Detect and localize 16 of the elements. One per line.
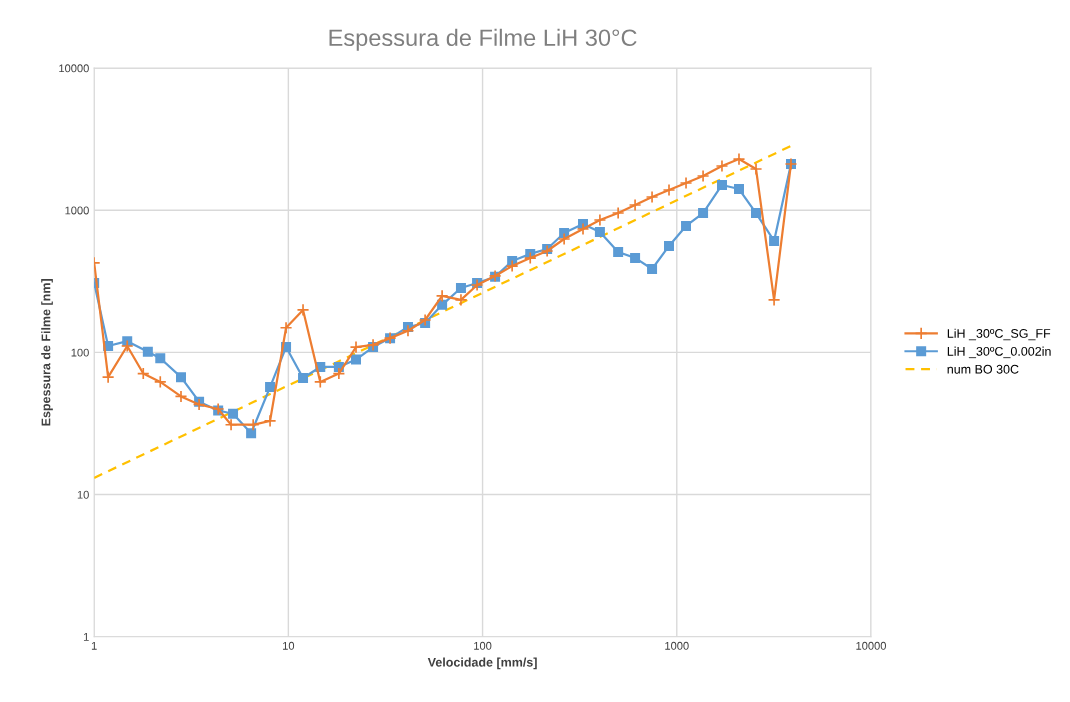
x-tick-label: 10000	[856, 641, 886, 650]
legend-label: LiH _30ºC_0.002in	[947, 346, 1051, 359]
y-tick-label: 10000	[59, 64, 89, 73]
x-tick-label: 100	[474, 641, 492, 650]
x-tick-label: 10	[283, 641, 295, 650]
x-axis-title: Velocidade [mm/s]	[427, 657, 537, 670]
x-tick-label: 1000	[665, 641, 689, 650]
x-tick-label: 1	[91, 641, 97, 650]
y-tick-label: 1	[83, 633, 89, 641]
y-tick-label: 10	[77, 490, 89, 499]
legend-label: LiH _30ºC_SG_FF	[947, 328, 1051, 341]
legend-label: num BO 30C	[947, 364, 1019, 374]
y-tick-label: 100	[71, 348, 89, 357]
y-tick-label: 1000	[65, 206, 89, 215]
y-axis-title: Espessura de Filme [nm]	[41, 279, 53, 426]
chart-title: Espessura de Filme LiH 30°C	[329, 28, 637, 51]
